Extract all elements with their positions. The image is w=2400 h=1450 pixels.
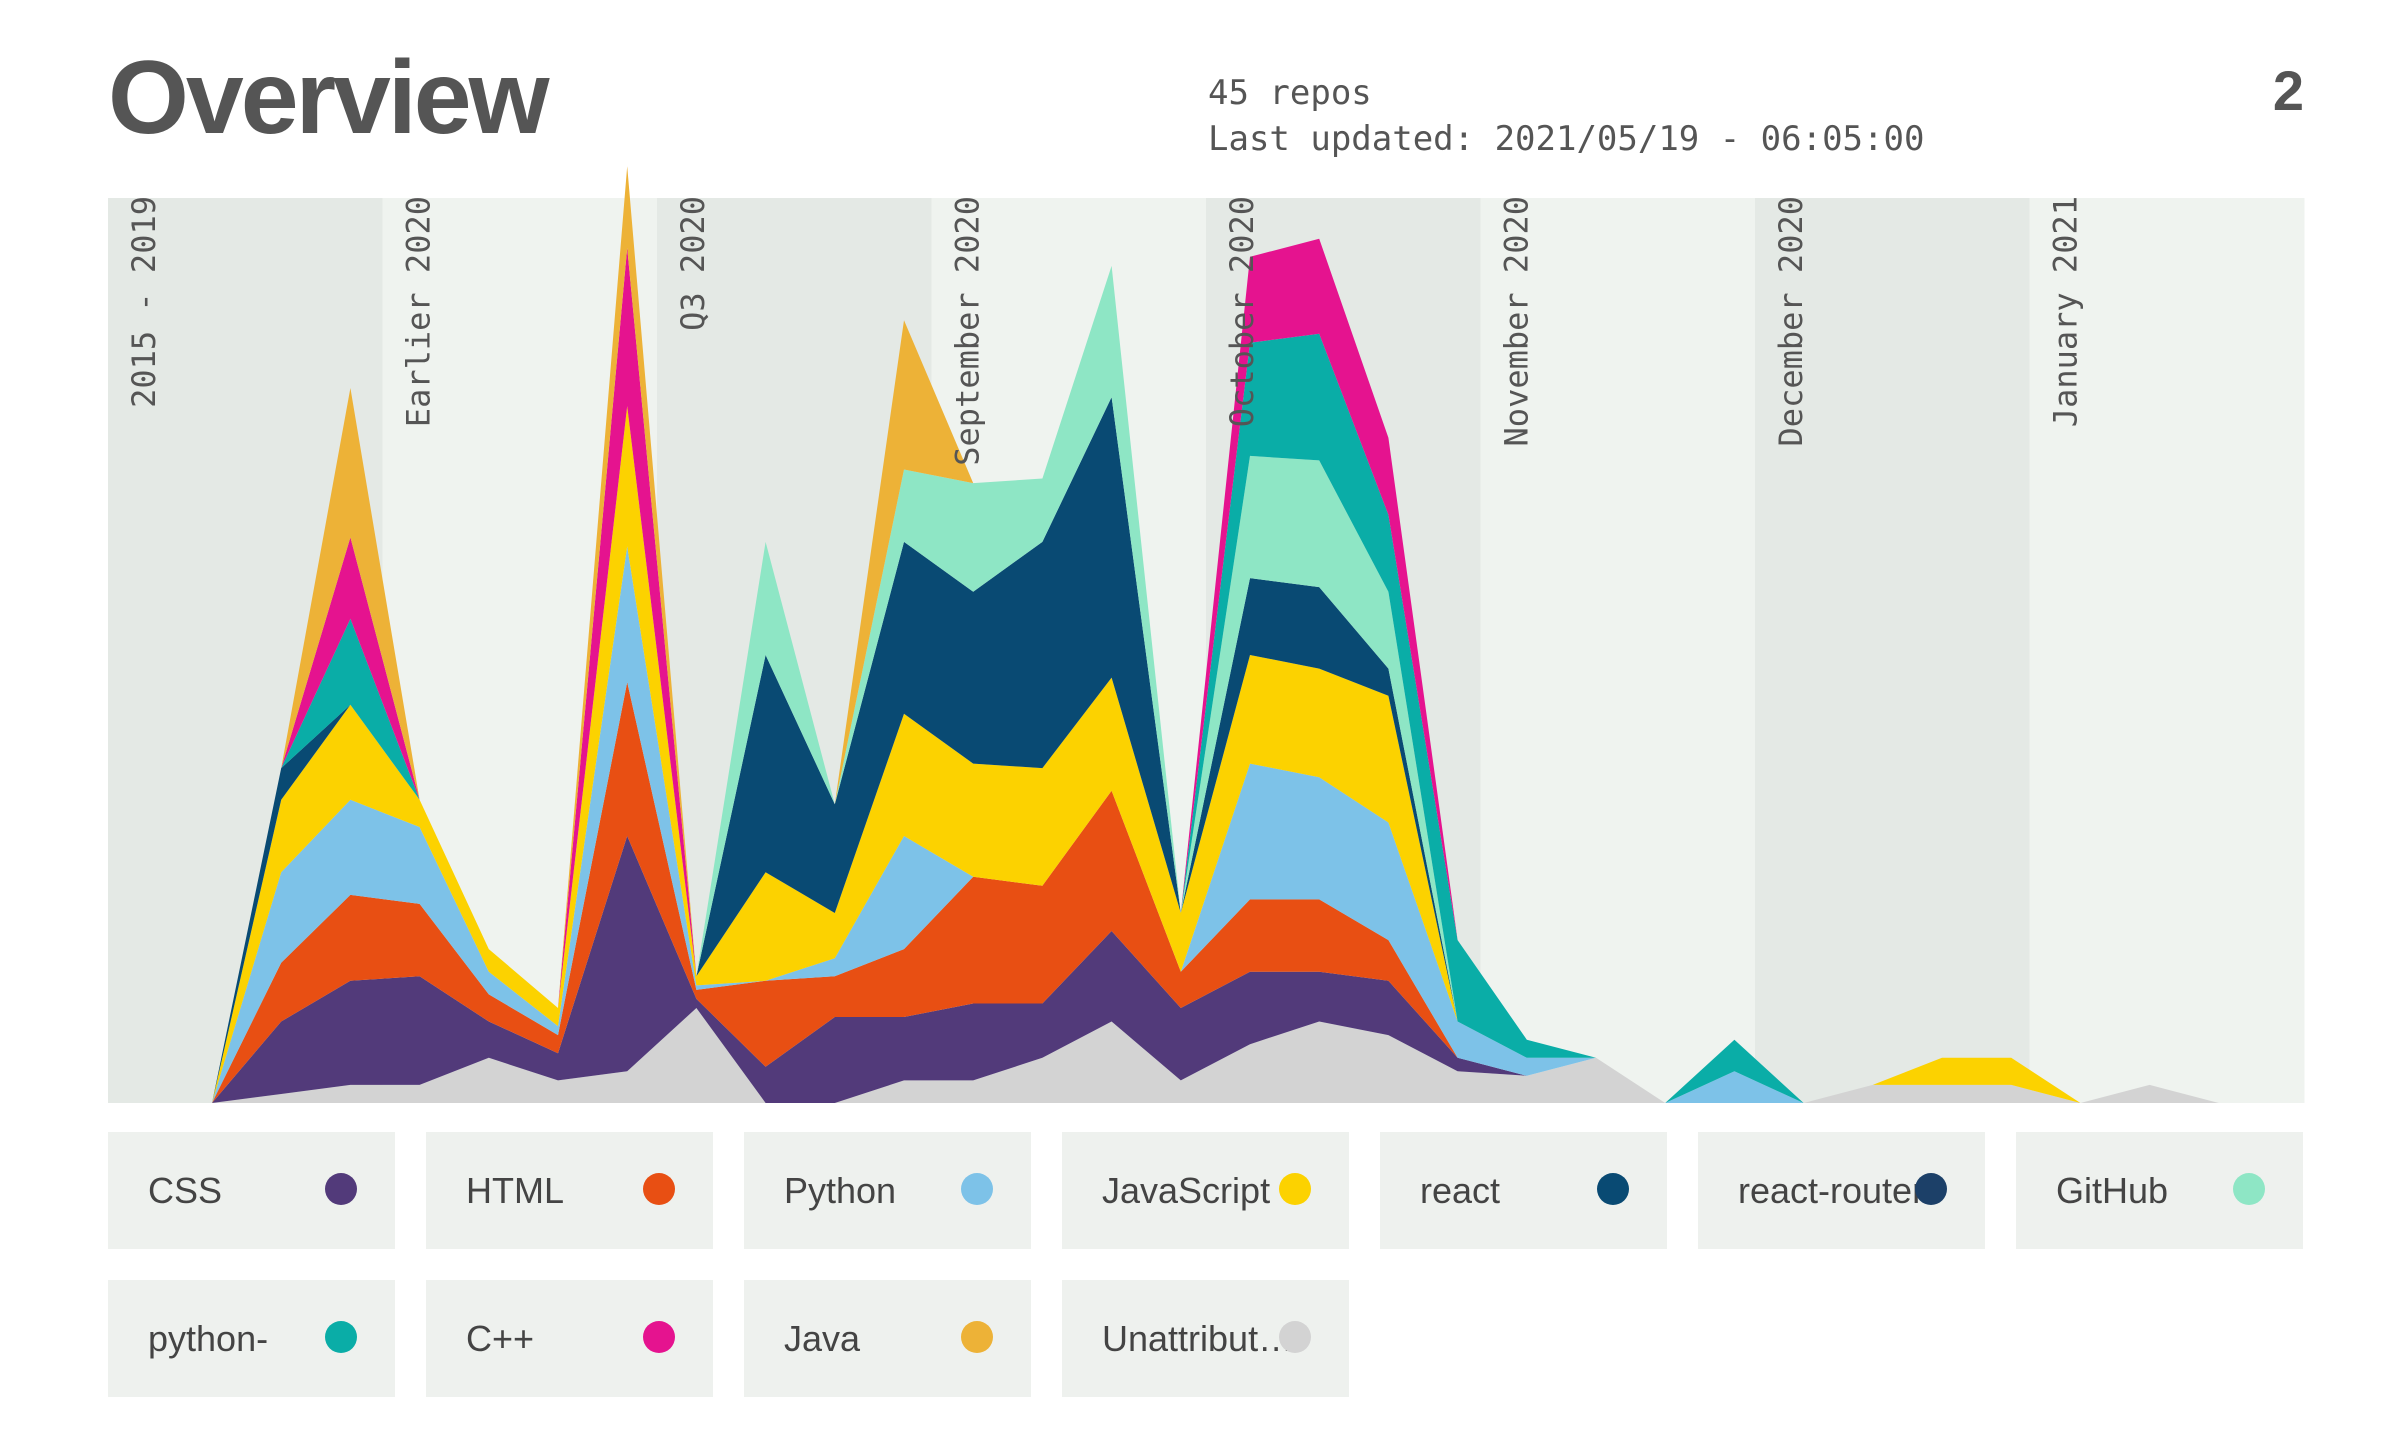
legend-item[interactable]: react	[1380, 1132, 1667, 1249]
legend-item[interactable]: Java	[744, 1280, 1031, 1397]
legend-label: CSS	[148, 1169, 223, 1211]
period-band	[2029, 198, 2305, 1103]
legend-label: JavaScript	[1102, 1169, 1271, 1211]
legend-dot-icon	[1597, 1173, 1629, 1205]
legend-item[interactable]: Python	[744, 1132, 1031, 1249]
legend-dot-icon	[2233, 1173, 2265, 1205]
period-label: 2015 - 2019	[125, 196, 163, 408]
legend-label: GitHub	[2056, 1169, 2169, 1211]
stacked-area-chart: 2015 - 2019 Earlier 2020 Q3 2020 September …	[108, 166, 2358, 1104]
last-updated: Last updated: 2021/05/19 - 06:05:00	[1208, 119, 1925, 159]
page-number: 2	[2272, 59, 2304, 122]
period-band	[1755, 198, 2030, 1103]
legend-label: Java	[784, 1317, 861, 1359]
legend-label: C++	[466, 1317, 535, 1359]
period-label: November 2020	[1498, 196, 1536, 446]
legend-item[interactable]: CSS	[108, 1132, 395, 1249]
legend-item[interactable]: C++	[426, 1280, 713, 1397]
legend-dot-icon	[325, 1173, 357, 1205]
period-label: Earlier 2020	[400, 196, 438, 427]
legend-label: react-router	[1738, 1169, 1925, 1211]
legend-dot-icon	[643, 1173, 675, 1205]
legend-item[interactable]: JavaScript	[1062, 1132, 1349, 1249]
area-html	[212, 682, 2358, 1103]
repo-meta: 45 repos Last updated: 2021/05/19 - 06:05…	[1208, 70, 1924, 162]
legend-item[interactable]: GitHub	[2016, 1132, 2303, 1249]
legend-dot-icon	[1279, 1173, 1311, 1205]
repo-count: 45 repos	[1208, 73, 1372, 113]
legend-dot-icon	[325, 1321, 357, 1353]
legend-label: Unattributed	[1102, 1317, 1298, 1359]
legend-dot-icon	[1279, 1321, 1311, 1353]
legend-dot-icon	[961, 1173, 993, 1205]
page-title: Overview	[108, 40, 550, 156]
area-javascript	[212, 406, 2358, 1104]
legend-item[interactable]: Unattributed	[1062, 1280, 1349, 1397]
period-label: October 2020	[1223, 196, 1261, 427]
legend-label: HTML	[466, 1169, 564, 1211]
series-areas	[212, 166, 2358, 1104]
period-label: January 2021	[2047, 196, 2085, 427]
legend-label: python-	[148, 1317, 269, 1359]
area-python	[212, 265, 2358, 1103]
legend-item[interactable]: python-	[108, 1280, 395, 1397]
legend: CSS HTML Python JavaScript react react-router…	[108, 1132, 2304, 1397]
period-labels: 2015 - 2019 Earlier 2020 Q3 2020 September …	[125, 196, 2085, 466]
legend-dot-icon	[961, 1321, 993, 1353]
period-label: September 2020	[949, 196, 987, 466]
area-css	[212, 836, 2358, 1103]
legend-dot-icon	[1915, 1173, 1947, 1205]
legend-label: react	[1420, 1169, 1501, 1211]
legend-label: Python	[784, 1169, 897, 1211]
legend-dot-icon	[643, 1321, 675, 1353]
period-label: December 2020	[1772, 196, 1810, 446]
period-band	[1480, 198, 1756, 1103]
period-label: Q3 2020	[674, 196, 712, 331]
area-python	[212, 546, 2358, 1103]
legend-item[interactable]: react-router	[1698, 1132, 1985, 1249]
legend-item[interactable]: HTML	[426, 1132, 713, 1249]
